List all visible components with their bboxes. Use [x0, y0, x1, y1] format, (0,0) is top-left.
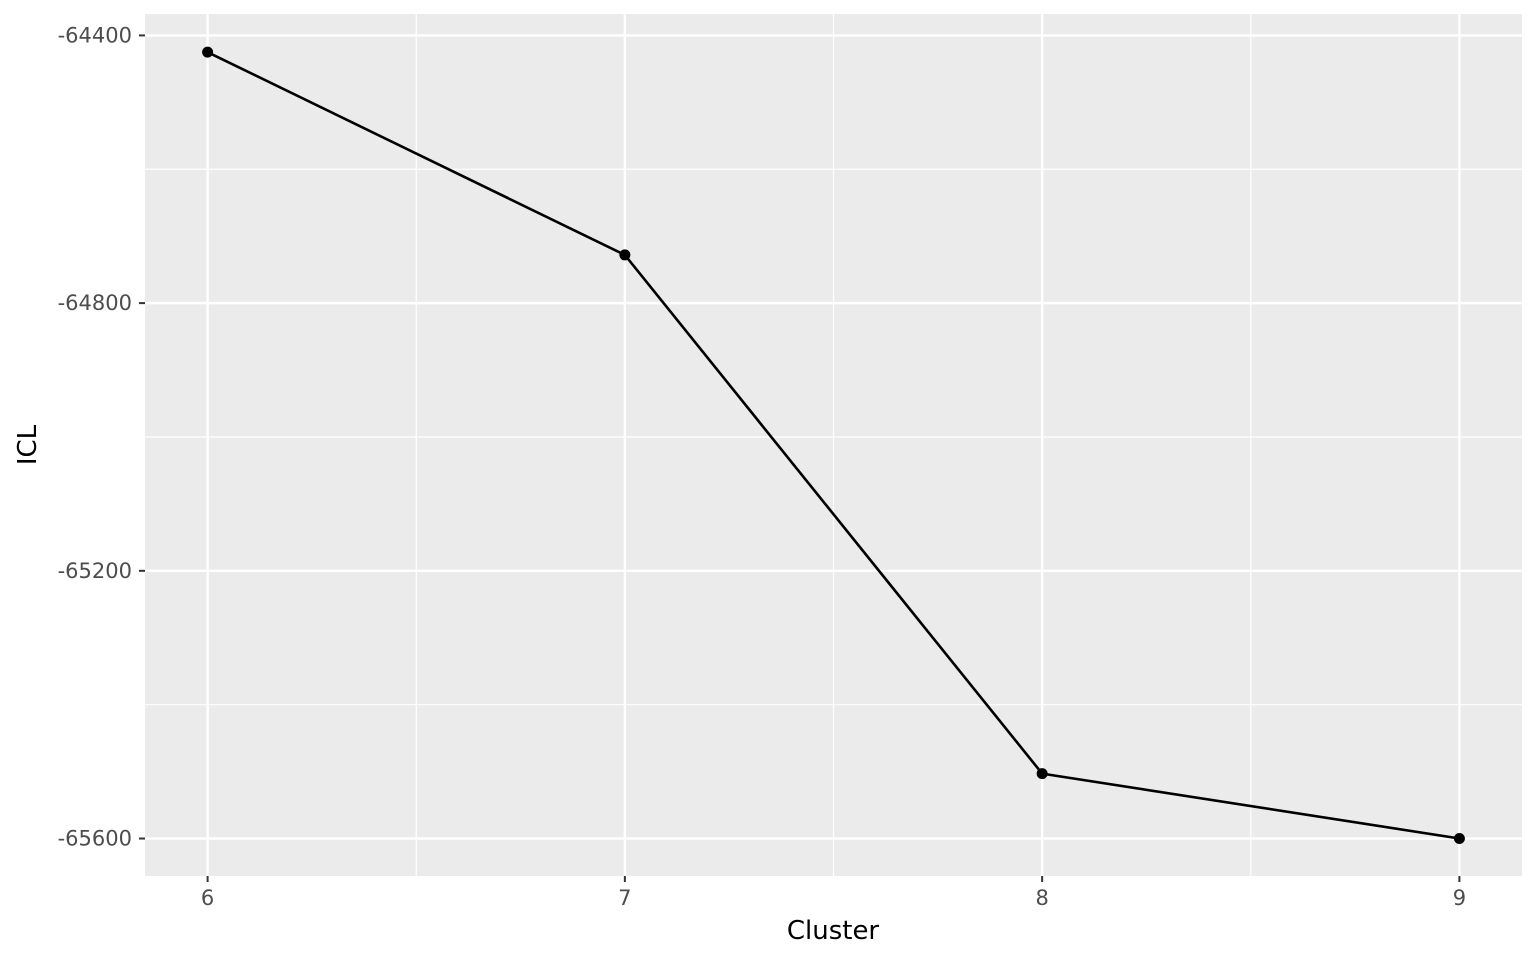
y-tick-label: -64800	[58, 291, 132, 315]
axis-ticks	[139, 34, 1461, 882]
data-point	[202, 46, 214, 58]
y-tick-label: -65200	[58, 559, 132, 583]
tick-labels: 6 7 8 9 -64400 -64800 -65200 -65600	[58, 23, 1466, 910]
data-point	[1036, 768, 1048, 780]
x-tick-label: 6	[201, 886, 214, 910]
data-point	[619, 249, 631, 261]
x-tick-label: 8	[1035, 886, 1048, 910]
x-tick-label: 9	[1453, 886, 1466, 910]
series-layer	[202, 46, 1465, 845]
grid-major	[145, 14, 1522, 876]
data-point	[1453, 833, 1465, 845]
y-axis-title: ICL	[13, 424, 43, 465]
series-line	[207, 50, 1460, 840]
x-axis-title: Cluster	[787, 916, 880, 946]
y-tick-label: -65600	[58, 827, 132, 851]
x-tick-label: 7	[618, 886, 631, 910]
grid-minor	[145, 14, 1522, 876]
y-tick-label: -64400	[58, 23, 132, 47]
